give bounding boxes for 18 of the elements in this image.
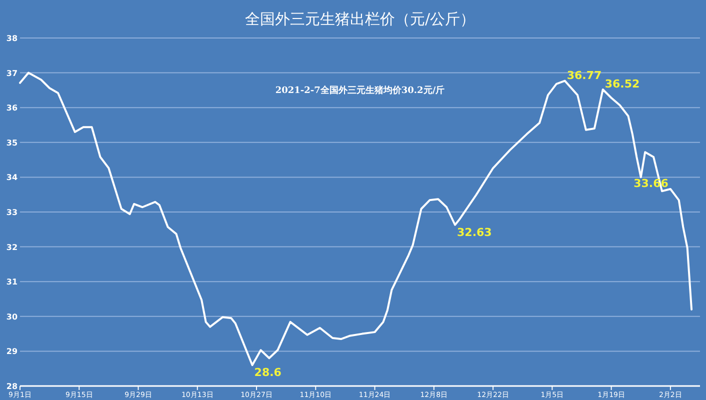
annotation: 36.52 <box>604 78 640 91</box>
y-tick-label: 32 <box>6 242 18 252</box>
line-series <box>19 72 693 366</box>
y-tick-label: 33 <box>6 208 18 217</box>
y-tick-label: 29 <box>6 347 18 356</box>
y-tick-label: 31 <box>6 278 18 287</box>
annotation: 28.6 <box>254 366 282 380</box>
annotation: 32.63 <box>457 226 492 239</box>
annotation: 36.77 <box>566 68 602 82</box>
annotation: 2021-2-7全国外三元生猪均价30.2元/斤 <box>275 85 445 96</box>
chart-title: 全国外三元生猪出栏价（元/公斤） <box>244 10 476 28</box>
y-tick-label: 37 <box>6 68 18 78</box>
y-tick-label: 28 <box>6 382 18 391</box>
y-tick-label: 38 <box>6 34 18 43</box>
y-tick-label: 34 <box>6 173 18 182</box>
y-tick-label: 35 <box>6 138 18 148</box>
y-tick-label: 30 <box>6 312 18 322</box>
y-tick-label: 36 <box>6 104 18 113</box>
